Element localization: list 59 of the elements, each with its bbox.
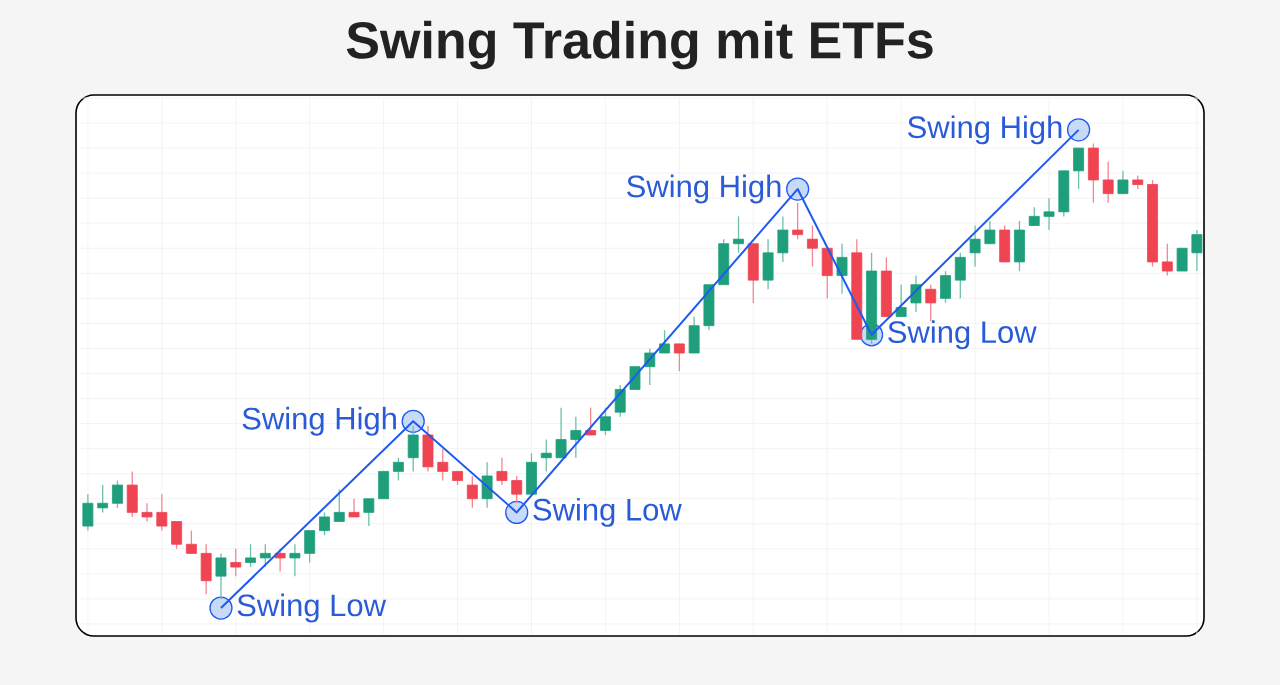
candlestick bbox=[348, 498, 360, 518]
annotation: Swing High bbox=[908, 115, 1062, 145]
candlestick bbox=[555, 407, 567, 459]
candlestick bbox=[82, 493, 94, 532]
candlestick bbox=[1028, 206, 1040, 227]
candlestick bbox=[659, 329, 670, 354]
candlestick bbox=[673, 343, 685, 372]
candlestick bbox=[156, 493, 168, 532]
candlestick bbox=[940, 270, 951, 304]
candlestick bbox=[954, 252, 966, 300]
candlestick bbox=[392, 457, 404, 482]
candlestick bbox=[496, 457, 508, 486]
candlestick bbox=[836, 243, 848, 295]
annotation: Swing Low bbox=[533, 497, 682, 527]
candlestick bbox=[230, 548, 242, 577]
candlestick bbox=[171, 520, 183, 550]
candlestick bbox=[407, 425, 419, 473]
candlestick bbox=[1117, 170, 1129, 195]
candlestick bbox=[245, 543, 256, 568]
candlestick bbox=[289, 543, 301, 577]
candlestick bbox=[570, 416, 582, 459]
candlestick bbox=[1102, 161, 1114, 204]
candlestick bbox=[185, 529, 197, 555]
annotation: Swing Low bbox=[888, 320, 1037, 350]
candlestick bbox=[807, 224, 818, 268]
candlestick bbox=[259, 543, 271, 568]
candlestick bbox=[141, 502, 153, 523]
candlestick bbox=[792, 202, 804, 240]
candlestick bbox=[333, 488, 345, 523]
annotation: Swing High bbox=[242, 406, 396, 436]
annotation: Swing High bbox=[627, 174, 781, 204]
point bbox=[1066, 118, 1091, 142]
candlestick bbox=[1073, 147, 1085, 190]
chart-title: Swing Trading mit ETFs bbox=[346, 20, 933, 70]
candlestick bbox=[466, 475, 478, 509]
candlestick bbox=[215, 552, 227, 600]
candlestick bbox=[540, 438, 552, 473]
candlestick bbox=[304, 529, 316, 564]
candlestick bbox=[733, 215, 744, 254]
candlestick bbox=[984, 220, 996, 245]
candlestick bbox=[97, 484, 109, 514]
candlestick bbox=[511, 475, 523, 504]
candlestick bbox=[1191, 229, 1203, 272]
candlestick bbox=[1161, 243, 1173, 277]
candlestick bbox=[437, 447, 449, 482]
candlestick bbox=[969, 224, 981, 268]
candlestick bbox=[319, 511, 330, 536]
candlestick bbox=[112, 479, 123, 509]
point bbox=[209, 596, 233, 620]
annotation: Swing Low bbox=[237, 593, 387, 623]
candlestick bbox=[363, 498, 375, 527]
candlestick bbox=[274, 548, 286, 573]
candlestick bbox=[895, 284, 907, 318]
candlestick bbox=[600, 407, 611, 436]
candlestick bbox=[585, 407, 597, 436]
candlestick bbox=[925, 284, 937, 322]
candlestick bbox=[777, 215, 789, 263]
candlestick bbox=[1176, 247, 1188, 272]
candlestick bbox=[1043, 197, 1055, 231]
